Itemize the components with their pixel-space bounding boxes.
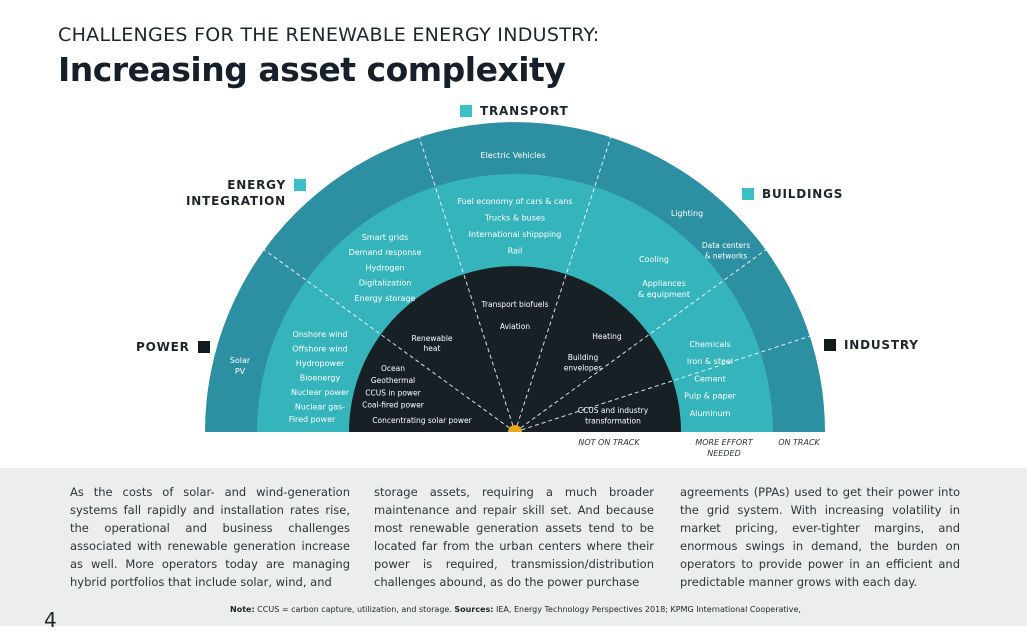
sector-divider-0: [262, 248, 516, 433]
sector-divider-1: [418, 135, 516, 433]
body-background: [0, 468, 1027, 626]
sector-divider-2: [514, 135, 612, 433]
industry-not-on-track-label-1: transformation: [585, 417, 641, 426]
power-more-effort-label-4: Nuclear power: [291, 388, 350, 397]
power-not-on-track-label-end-0: Concentrating solar power: [372, 416, 472, 425]
buildings-on-track-label-2-1: & networks: [705, 252, 748, 261]
sources-label: Sources:: [454, 605, 494, 614]
power-more-effort-label-1: Offshore wind: [292, 345, 347, 354]
energy-not-on-track-label-1: heat: [424, 344, 441, 353]
legend-power: POWER: [136, 340, 210, 354]
industry-more-effort-label-4: Aluminum: [690, 409, 731, 418]
center-dot: [508, 425, 522, 432]
ring-axis-label-0: NOT ON TRACK: [578, 438, 640, 447]
buildings-not-on-track-label-0: Heating: [592, 332, 622, 341]
energy-not-on-track-label-0: Renewable: [411, 334, 452, 343]
power-not-on-track-label-0: Ocean: [381, 364, 405, 373]
power-more-effort-label-3: Bioenergy: [300, 374, 341, 383]
power-not-on-track-label-3: Coal-fired power: [362, 401, 425, 410]
ring-axis-label-1: MORE EFFORT: [695, 438, 753, 447]
transport-more-effort-label-3: Rail: [508, 247, 523, 256]
sector-divider-4: [514, 335, 812, 433]
industry-more-effort-label-2: Cement: [694, 374, 725, 383]
legend-industry: INDUSTRY: [824, 338, 919, 352]
energy-more-effort-label-4: Energy storage: [355, 294, 416, 303]
power-more-effort-label-5: Nuclear gas-: [295, 403, 345, 412]
buildings-on-track-label-2-0: Data centers: [702, 241, 750, 250]
power-not-on-track-label-1: Geothermal: [371, 376, 415, 385]
legend-buildings-label: BUILDINGS: [762, 187, 844, 201]
power-more-effort-label-end-0: Fired power: [289, 415, 336, 424]
body-column-2: storage assets, requiring a much broader…: [374, 485, 654, 589]
note-text: CCUS = carbon capture, utilization, and …: [254, 605, 455, 614]
page-number: 4: [44, 608, 57, 632]
buildings-on-track-label-0: Lighting: [671, 209, 703, 218]
legend-transport-label: TRANSPORT: [480, 104, 569, 118]
ring-axis-label-2: NEEDED: [707, 449, 740, 458]
transport-swatch-icon: [460, 105, 472, 117]
industry-more-effort-label-1: Iron & steel: [687, 357, 733, 366]
industry-more-effort-label-3: Pulp & paper: [684, 392, 736, 401]
source-note: Note: CCUS = carbon capture, utilization…: [230, 605, 801, 614]
kicker-heading: CHALLENGES FOR THE RENEWABLE ENERGY INDU…: [58, 24, 600, 46]
energy-more-effort-label-2: Hydrogen: [366, 263, 405, 272]
transport-more-effort-label-1: Trucks & buses: [484, 214, 545, 223]
industry-swatch-icon: [824, 339, 836, 351]
buildings-swatch-icon: [742, 188, 754, 200]
page-title: Increasing asset complexity: [58, 50, 566, 89]
buildings-more-effort-label-2-1: & equipment: [638, 290, 690, 299]
energy-more-effort-label-3: Digitalization: [359, 279, 412, 288]
transport-not-on-track-label-1: Aviation: [500, 322, 530, 331]
body-column-3: agreements (PPAs) used to get their powe…: [680, 485, 960, 589]
industry-more-effort-label-0: Chemicals: [689, 340, 730, 349]
buildings-not-on-track-label-2-1: envelopes: [564, 364, 602, 373]
energy-more-effort-label-1: Demand response: [349, 248, 422, 257]
power-not-on-track-label-2: CCUS in power: [365, 388, 421, 397]
energy-more-effort-label-0: Smart grids: [362, 233, 409, 242]
legend-transport: TRANSPORT: [460, 104, 568, 118]
transport-more-effort-label-0: Fuel economy of cars & cans: [457, 197, 572, 206]
legend-power-label: POWER: [136, 340, 190, 354]
power-swatch-icon: [197, 341, 210, 353]
industry-not-on-track-label-0: CCUS and industry: [578, 406, 649, 415]
note-label: Note:: [230, 605, 255, 614]
transport-not-on-track-label-0: Transport biofuels: [480, 300, 548, 309]
ring-axis-label-3: ON TRACK: [778, 438, 820, 447]
power-on-track-label-1: PV: [235, 367, 246, 376]
legend-integration-label: INTEGRATION: [186, 194, 287, 208]
buildings-more-effort-label-0: Cooling: [639, 255, 669, 264]
body-column-1: As the costs of solar- and wind-generati…: [70, 485, 350, 589]
power-on-track-label-0: Solar: [230, 356, 251, 365]
transport-on-track-label-0: Electric Vehicles: [481, 151, 546, 160]
legend-energy-integration: ENERGY INTEGRATION: [186, 178, 307, 208]
legend-industry-label: INDUSTRY: [844, 338, 919, 352]
legend-energy-label: ENERGY: [227, 178, 287, 192]
ring-not-on-track: [349, 266, 681, 432]
sources-text: IEA, Energy Technology Perspectives 2018…: [493, 605, 801, 614]
buildings-more-effort-label-2-0: Appliances: [642, 279, 686, 288]
power-more-effort-label-0: Onshore wind: [293, 330, 348, 339]
sector-divider-3: [514, 248, 768, 433]
energy-integration-swatch-icon: [294, 179, 307, 191]
asset-complexity-diagram: Solar PV Onshore wind Offshore wind Hydropow…: [205, 122, 825, 458]
transport-more-effort-label-2: International shippping: [469, 230, 562, 239]
legend-buildings: BUILDINGS: [742, 187, 843, 201]
buildings-not-on-track-label-2-0: Building: [568, 353, 599, 362]
power-more-effort-label-2: Hydropower: [296, 359, 345, 368]
